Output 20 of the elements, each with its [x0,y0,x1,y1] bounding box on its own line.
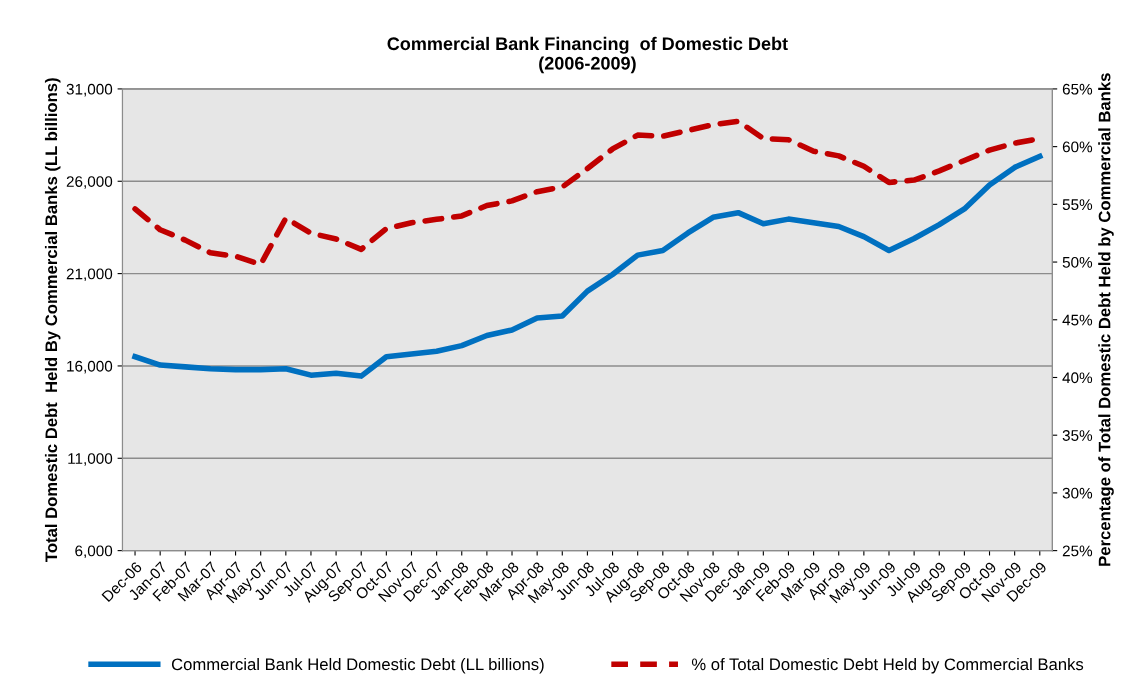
y2-tick-label: 60% [1062,141,1093,153]
y2-tick-label: 25% [1062,545,1093,557]
chart-title: Commercial Bank Financing of Domestic Debt (2006-2009) [387,36,788,74]
y2-tick-label: 30% [1062,487,1093,499]
legend-label: % of Total Domestic Debt Held by Commercial Banks [691,657,1084,674]
y2-tick-label: 65% [1062,83,1093,95]
y-tick-label: 6,000 [75,545,113,559]
y2-tick-label: 35% [1062,430,1093,441]
y-axis-title: Total Domestic Debt Held By Commercial Banks (LL billions) [44,78,61,562]
y-tick-label: 26,000 [66,176,113,189]
y2-tick-label: 50% [1062,256,1093,268]
y2-axis-title: Percentage of Total Domestic Debt Held by Commercial Banks [1098,73,1114,566]
y-tick-label: 21,000 [66,268,113,282]
y-tick-label: 31,000 [66,83,113,97]
y2-tick-label: 45% [1062,314,1093,326]
y-tick-label: 11,000 [68,453,113,466]
y2-tick-label: 40% [1062,372,1093,384]
y2-tick-label: 55% [1062,199,1093,211]
y-tick-label: 16,000 [67,360,113,374]
legend-label: Commercial Bank Held Domestic Debt (LL billions) [171,657,544,674]
